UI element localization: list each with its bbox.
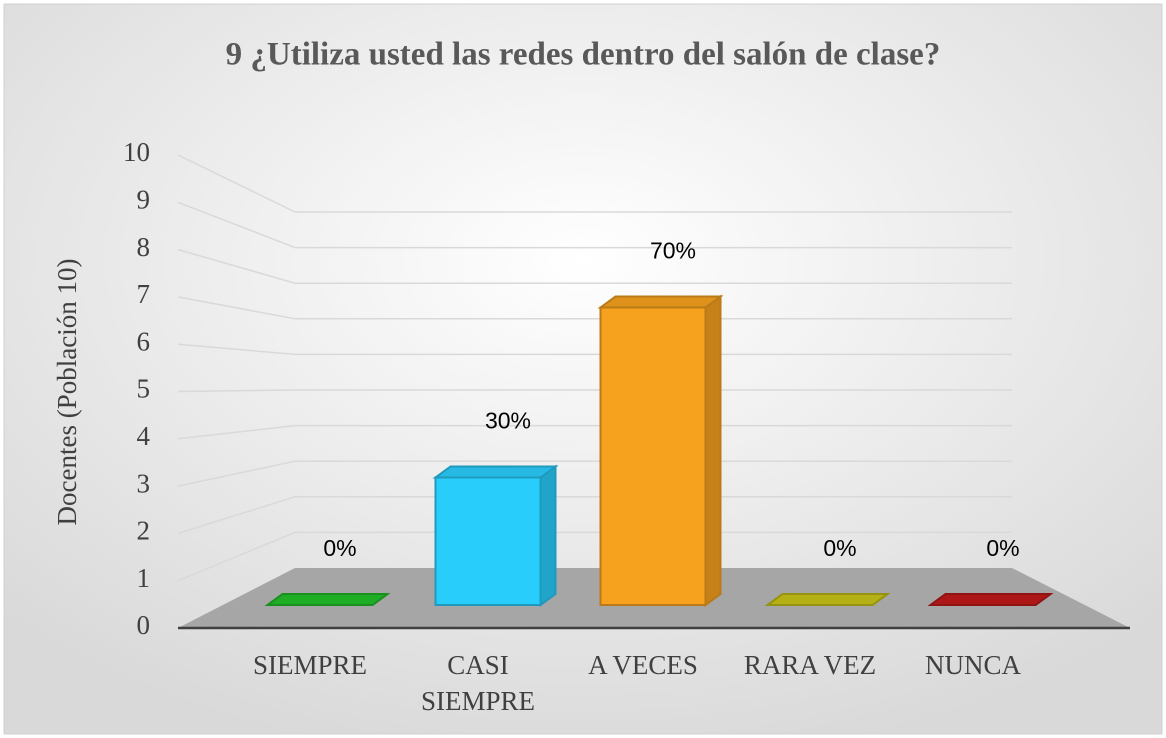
y-tick-label: 9: [137, 185, 151, 215]
x-tick-label: SIEMPRE: [253, 650, 367, 680]
grid-line: [177, 296, 296, 320]
data-label: 70%: [650, 238, 696, 264]
x-tick-label: CASI SIEMPRE: [421, 650, 535, 716]
y-tick-label: 3: [137, 468, 151, 498]
bar-side: [704, 294, 722, 607]
bar-top: [764, 593, 891, 606]
bar: [599, 306, 707, 606]
y-tick-label: 5: [137, 374, 151, 404]
bar-top: [927, 593, 1054, 606]
data-label: 0%: [323, 535, 356, 561]
y-tick-label: 7: [137, 279, 151, 309]
grid-line: [177, 201, 296, 249]
bar-top: [264, 593, 391, 606]
grid-line: [177, 154, 296, 213]
y-tick-label: 8: [137, 232, 151, 262]
x-tick-label: RARA VEZ: [744, 650, 876, 680]
y-tick-label: 2: [137, 516, 151, 546]
data-label: 0%: [823, 535, 856, 561]
bar-side: [539, 464, 557, 607]
grid-line: [177, 248, 296, 284]
y-tick-label: 4: [137, 421, 151, 451]
x-tick-label: A VECES: [588, 650, 698, 680]
chart-title: 9 ¿Utiliza usted las redes dentro del sa…: [226, 37, 941, 73]
y-tick-label: 10: [123, 137, 150, 167]
bar: [434, 476, 542, 606]
grid-line: [177, 424, 296, 440]
y-tick-label: 6: [137, 326, 151, 356]
grid-line: [177, 460, 296, 487]
data-label: 30%: [485, 408, 531, 434]
grid-line: [177, 531, 296, 582]
bar-top: [432, 465, 559, 479]
grid-line: [177, 496, 296, 535]
y-tick-label: 0: [137, 610, 151, 640]
y-axis-label: Docentes (Población 10): [52, 259, 82, 526]
data-label: 0%: [986, 535, 1019, 561]
bar-top: [597, 295, 724, 309]
y-tick-label: 1: [137, 563, 151, 593]
x-tick-label: NUNCA: [925, 650, 1022, 680]
grid-line: [177, 389, 296, 393]
grid-line: [177, 343, 296, 356]
